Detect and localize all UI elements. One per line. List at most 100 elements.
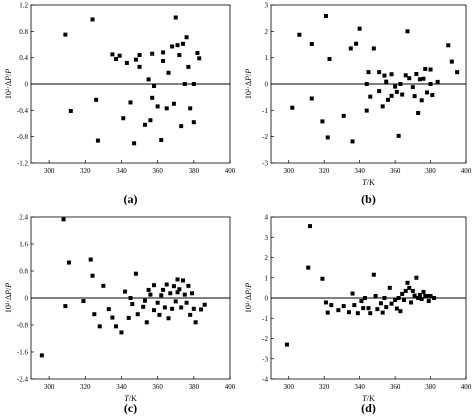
data-point xyxy=(114,56,119,61)
data-point xyxy=(405,280,410,285)
data-point xyxy=(435,79,440,84)
data-point xyxy=(61,217,66,222)
y-tick-label: 0 xyxy=(265,81,269,89)
y-tick-label: 0 xyxy=(25,81,29,89)
data-point xyxy=(371,46,376,51)
data-point xyxy=(142,122,147,127)
data-point xyxy=(380,104,385,109)
data-point xyxy=(378,301,383,306)
data-point xyxy=(421,289,426,294)
data-point xyxy=(327,56,332,61)
x-tick-label: 300 xyxy=(44,383,55,391)
data-point xyxy=(170,44,175,49)
data-point xyxy=(377,70,382,75)
data-point xyxy=(405,29,410,34)
data-point xyxy=(166,316,171,321)
data-point xyxy=(188,106,193,111)
x-tick-label: 340 xyxy=(116,383,127,391)
y-tick-label: -3 xyxy=(262,355,268,363)
data-point xyxy=(175,290,180,295)
data-point xyxy=(157,312,162,317)
data-point xyxy=(88,257,93,262)
x-axis-title: T/K xyxy=(362,394,375,403)
data-point xyxy=(382,73,387,78)
data-point xyxy=(180,41,185,46)
data-point xyxy=(366,306,371,311)
data-point xyxy=(66,260,71,265)
data-point xyxy=(412,293,417,298)
data-point xyxy=(191,82,196,86)
data-point xyxy=(117,53,122,58)
panel-label: (a) xyxy=(124,192,138,206)
data-point xyxy=(410,288,415,293)
data-point xyxy=(428,67,433,72)
data-point xyxy=(101,283,106,288)
data-point xyxy=(398,82,403,86)
data-point xyxy=(325,135,330,140)
data-point xyxy=(123,289,128,294)
x-tick-label: 320 xyxy=(80,383,91,391)
y-tick-label: -2 xyxy=(262,335,268,343)
data-point xyxy=(416,110,421,115)
data-point xyxy=(186,64,191,69)
data-point xyxy=(162,305,167,310)
data-point xyxy=(364,82,369,86)
data-point xyxy=(375,307,380,312)
data-point xyxy=(290,105,295,110)
data-point xyxy=(148,292,153,297)
data-point xyxy=(97,324,102,329)
data-point xyxy=(179,305,184,310)
data-point xyxy=(320,276,325,281)
data-point xyxy=(350,139,355,144)
y-tick-label: -3 xyxy=(262,160,268,168)
x-axis-title: T/K xyxy=(362,178,375,187)
data-point xyxy=(455,70,460,75)
data-point xyxy=(63,32,68,37)
x-tick-label: 340 xyxy=(354,383,365,391)
data-point xyxy=(446,43,451,48)
y-axis-title: 10²·ΔP/P xyxy=(244,283,253,313)
data-point xyxy=(366,70,371,75)
data-point xyxy=(308,224,312,229)
data-point xyxy=(407,76,412,81)
data-point xyxy=(309,96,314,101)
data-point xyxy=(90,273,95,278)
data-point xyxy=(197,56,202,61)
data-point xyxy=(164,282,169,287)
data-point xyxy=(184,35,189,40)
x-tick-label: 380 xyxy=(189,167,200,175)
data-point xyxy=(126,315,131,320)
data-point xyxy=(371,272,376,277)
data-point xyxy=(401,298,406,303)
y-tick-label: -1 xyxy=(262,315,268,323)
y-tick-label: -1.6 xyxy=(17,349,29,357)
data-point xyxy=(389,93,394,98)
x-tick-label: 360 xyxy=(390,167,401,175)
data-point xyxy=(425,293,429,298)
data-point xyxy=(177,287,182,292)
data-point xyxy=(430,93,435,98)
data-point xyxy=(409,300,414,305)
data-point xyxy=(361,306,366,311)
x-tick-label: 360 xyxy=(152,383,163,391)
data-point xyxy=(393,298,398,303)
x-tick-label: 380 xyxy=(425,167,436,175)
data-point xyxy=(347,310,351,315)
data-point xyxy=(350,291,355,296)
y-tick-label: -0.8 xyxy=(17,133,29,141)
data-point xyxy=(364,108,369,113)
data-point xyxy=(309,41,314,46)
data-point xyxy=(325,310,330,315)
data-point xyxy=(377,89,382,94)
data-point xyxy=(191,306,196,311)
y-tick-label: -2 xyxy=(262,133,268,141)
data-point xyxy=(428,82,433,86)
data-point xyxy=(39,353,44,358)
panel-label: (b) xyxy=(361,192,376,206)
data-point xyxy=(190,291,195,296)
data-point xyxy=(171,284,176,289)
data-point xyxy=(161,287,166,292)
data-point xyxy=(368,311,373,316)
data-point xyxy=(164,106,169,111)
data-point xyxy=(195,51,200,56)
